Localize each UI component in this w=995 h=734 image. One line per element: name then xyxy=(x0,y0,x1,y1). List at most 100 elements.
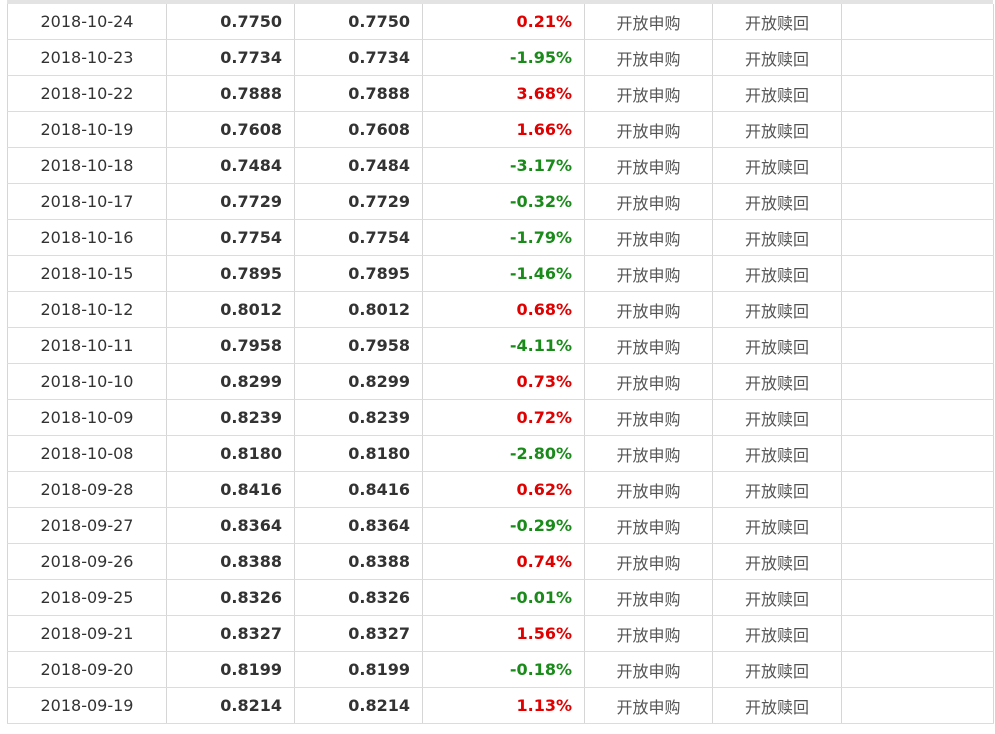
empty-cell xyxy=(841,363,994,400)
date-cell: 2018-09-27 xyxy=(7,507,167,544)
accumulated-nav-cell: 0.8012 xyxy=(294,291,423,328)
nav-cell: 0.7608 xyxy=(166,111,295,148)
daily-change-cell: -1.79% xyxy=(422,219,585,256)
nav-cell: 0.8214 xyxy=(166,687,295,724)
table-row: 2018-10-23 0.7734 0.7734 -1.95% 开放申购 开放赎回 xyxy=(7,39,994,76)
daily-change-cell: 1.66% xyxy=(422,111,585,148)
accumulated-nav-cell: 0.7958 xyxy=(294,327,423,364)
accumulated-nav-cell: 0.8326 xyxy=(294,579,423,616)
table-row: 2018-10-16 0.7754 0.7754 -1.79% 开放申购 开放赎回 xyxy=(7,219,994,256)
date-cell: 2018-10-12 xyxy=(7,291,167,328)
date-cell: 2018-09-21 xyxy=(7,615,167,652)
empty-cell xyxy=(841,111,994,148)
daily-change-cell: 0.72% xyxy=(422,399,585,436)
empty-cell xyxy=(841,4,994,40)
daily-change-cell: 1.56% xyxy=(422,615,585,652)
redeem-status-cell: 开放赎回 xyxy=(712,543,842,580)
date-cell: 2018-10-09 xyxy=(7,399,167,436)
purchase-status-cell: 开放申购 xyxy=(584,507,713,544)
empty-cell xyxy=(841,183,994,220)
empty-cell xyxy=(841,255,994,292)
table-row: 2018-10-24 0.7750 0.7750 0.21% 开放申购 开放赎回 xyxy=(7,4,994,40)
empty-cell xyxy=(841,75,994,112)
empty-cell xyxy=(841,435,994,472)
nav-cell: 0.8416 xyxy=(166,471,295,508)
daily-change-cell: -0.32% xyxy=(422,183,585,220)
purchase-status-cell: 开放申购 xyxy=(584,399,713,436)
daily-change-cell: -1.95% xyxy=(422,39,585,76)
daily-change-cell: 0.73% xyxy=(422,363,585,400)
nav-cell: 0.7754 xyxy=(166,219,295,256)
table-row: 2018-09-26 0.8388 0.8388 0.74% 开放申购 开放赎回 xyxy=(7,543,994,580)
accumulated-nav-cell: 0.7888 xyxy=(294,75,423,112)
table-row: 2018-10-15 0.7895 0.7895 -1.46% 开放申购 开放赎回 xyxy=(7,255,994,292)
date-cell: 2018-09-25 xyxy=(7,579,167,616)
purchase-status-cell: 开放申购 xyxy=(584,39,713,76)
table-row: 2018-10-12 0.8012 0.8012 0.68% 开放申购 开放赎回 xyxy=(7,291,994,328)
purchase-status-cell: 开放申购 xyxy=(584,147,713,184)
redeem-status-cell: 开放赎回 xyxy=(712,183,842,220)
redeem-status-cell: 开放赎回 xyxy=(712,615,842,652)
date-cell: 2018-09-28 xyxy=(7,471,167,508)
purchase-status-cell: 开放申购 xyxy=(584,687,713,724)
accumulated-nav-cell: 0.7608 xyxy=(294,111,423,148)
table-row: 2018-09-28 0.8416 0.8416 0.62% 开放申购 开放赎回 xyxy=(7,471,994,508)
nav-cell: 0.8326 xyxy=(166,579,295,616)
date-cell: 2018-10-08 xyxy=(7,435,167,472)
nav-cell: 0.8180 xyxy=(166,435,295,472)
purchase-status-cell: 开放申购 xyxy=(584,327,713,364)
daily-change-cell: -0.01% xyxy=(422,579,585,616)
redeem-status-cell: 开放赎回 xyxy=(712,39,842,76)
empty-cell xyxy=(841,471,994,508)
redeem-status-cell: 开放赎回 xyxy=(712,75,842,112)
nav-cell: 0.7734 xyxy=(166,39,295,76)
purchase-status-cell: 开放申购 xyxy=(584,75,713,112)
redeem-status-cell: 开放赎回 xyxy=(712,327,842,364)
accumulated-nav-cell: 0.7734 xyxy=(294,39,423,76)
date-cell: 2018-09-19 xyxy=(7,687,167,724)
table-row: 2018-09-19 0.8214 0.8214 1.13% 开放申购 开放赎回 xyxy=(7,687,994,724)
table-row: 2018-10-11 0.7958 0.7958 -4.11% 开放申购 开放赎回 xyxy=(7,327,994,364)
empty-cell xyxy=(841,651,994,688)
table-header-strip xyxy=(7,0,993,4)
table-row: 2018-10-17 0.7729 0.7729 -0.32% 开放申购 开放赎回 xyxy=(7,183,994,220)
date-cell: 2018-10-23 xyxy=(7,39,167,76)
purchase-status-cell: 开放申购 xyxy=(584,183,713,220)
purchase-status-cell: 开放申购 xyxy=(584,471,713,508)
purchase-status-cell: 开放申购 xyxy=(584,435,713,472)
nav-cell: 0.8199 xyxy=(166,651,295,688)
date-cell: 2018-10-24 xyxy=(7,4,167,40)
table-row: 2018-09-20 0.8199 0.8199 -0.18% 开放申购 开放赎回 xyxy=(7,651,994,688)
empty-cell xyxy=(841,543,994,580)
redeem-status-cell: 开放赎回 xyxy=(712,219,842,256)
date-cell: 2018-09-26 xyxy=(7,543,167,580)
nav-cell: 0.8327 xyxy=(166,615,295,652)
empty-cell xyxy=(841,399,994,436)
redeem-status-cell: 开放赎回 xyxy=(712,147,842,184)
redeem-status-cell: 开放赎回 xyxy=(712,399,842,436)
redeem-status-cell: 开放赎回 xyxy=(712,507,842,544)
purchase-status-cell: 开放申购 xyxy=(584,651,713,688)
empty-cell xyxy=(841,147,994,184)
purchase-status-cell: 开放申购 xyxy=(584,111,713,148)
table-row: 2018-10-08 0.8180 0.8180 -2.80% 开放申购 开放赎回 xyxy=(7,435,994,472)
date-cell: 2018-10-18 xyxy=(7,147,167,184)
table-row: 2018-10-09 0.8239 0.8239 0.72% 开放申购 开放赎回 xyxy=(7,399,994,436)
table-row: 2018-10-18 0.7484 0.7484 -3.17% 开放申购 开放赎回 xyxy=(7,147,994,184)
empty-cell xyxy=(841,39,994,76)
daily-change-cell: 0.21% xyxy=(422,4,585,40)
purchase-status-cell: 开放申购 xyxy=(584,615,713,652)
redeem-status-cell: 开放赎回 xyxy=(712,4,842,40)
daily-change-cell: 3.68% xyxy=(422,75,585,112)
redeem-status-cell: 开放赎回 xyxy=(712,651,842,688)
nav-cell: 0.7729 xyxy=(166,183,295,220)
table-row: 2018-09-21 0.8327 0.8327 1.56% 开放申购 开放赎回 xyxy=(7,615,994,652)
daily-change-cell: 1.13% xyxy=(422,687,585,724)
nav-cell: 0.8364 xyxy=(166,507,295,544)
purchase-status-cell: 开放申购 xyxy=(584,255,713,292)
daily-change-cell: 0.62% xyxy=(422,471,585,508)
table-row: 2018-09-27 0.8364 0.8364 -0.29% 开放申购 开放赎回 xyxy=(7,507,994,544)
accumulated-nav-cell: 0.7750 xyxy=(294,4,423,40)
redeem-status-cell: 开放赎回 xyxy=(712,687,842,724)
accumulated-nav-cell: 0.8327 xyxy=(294,615,423,652)
